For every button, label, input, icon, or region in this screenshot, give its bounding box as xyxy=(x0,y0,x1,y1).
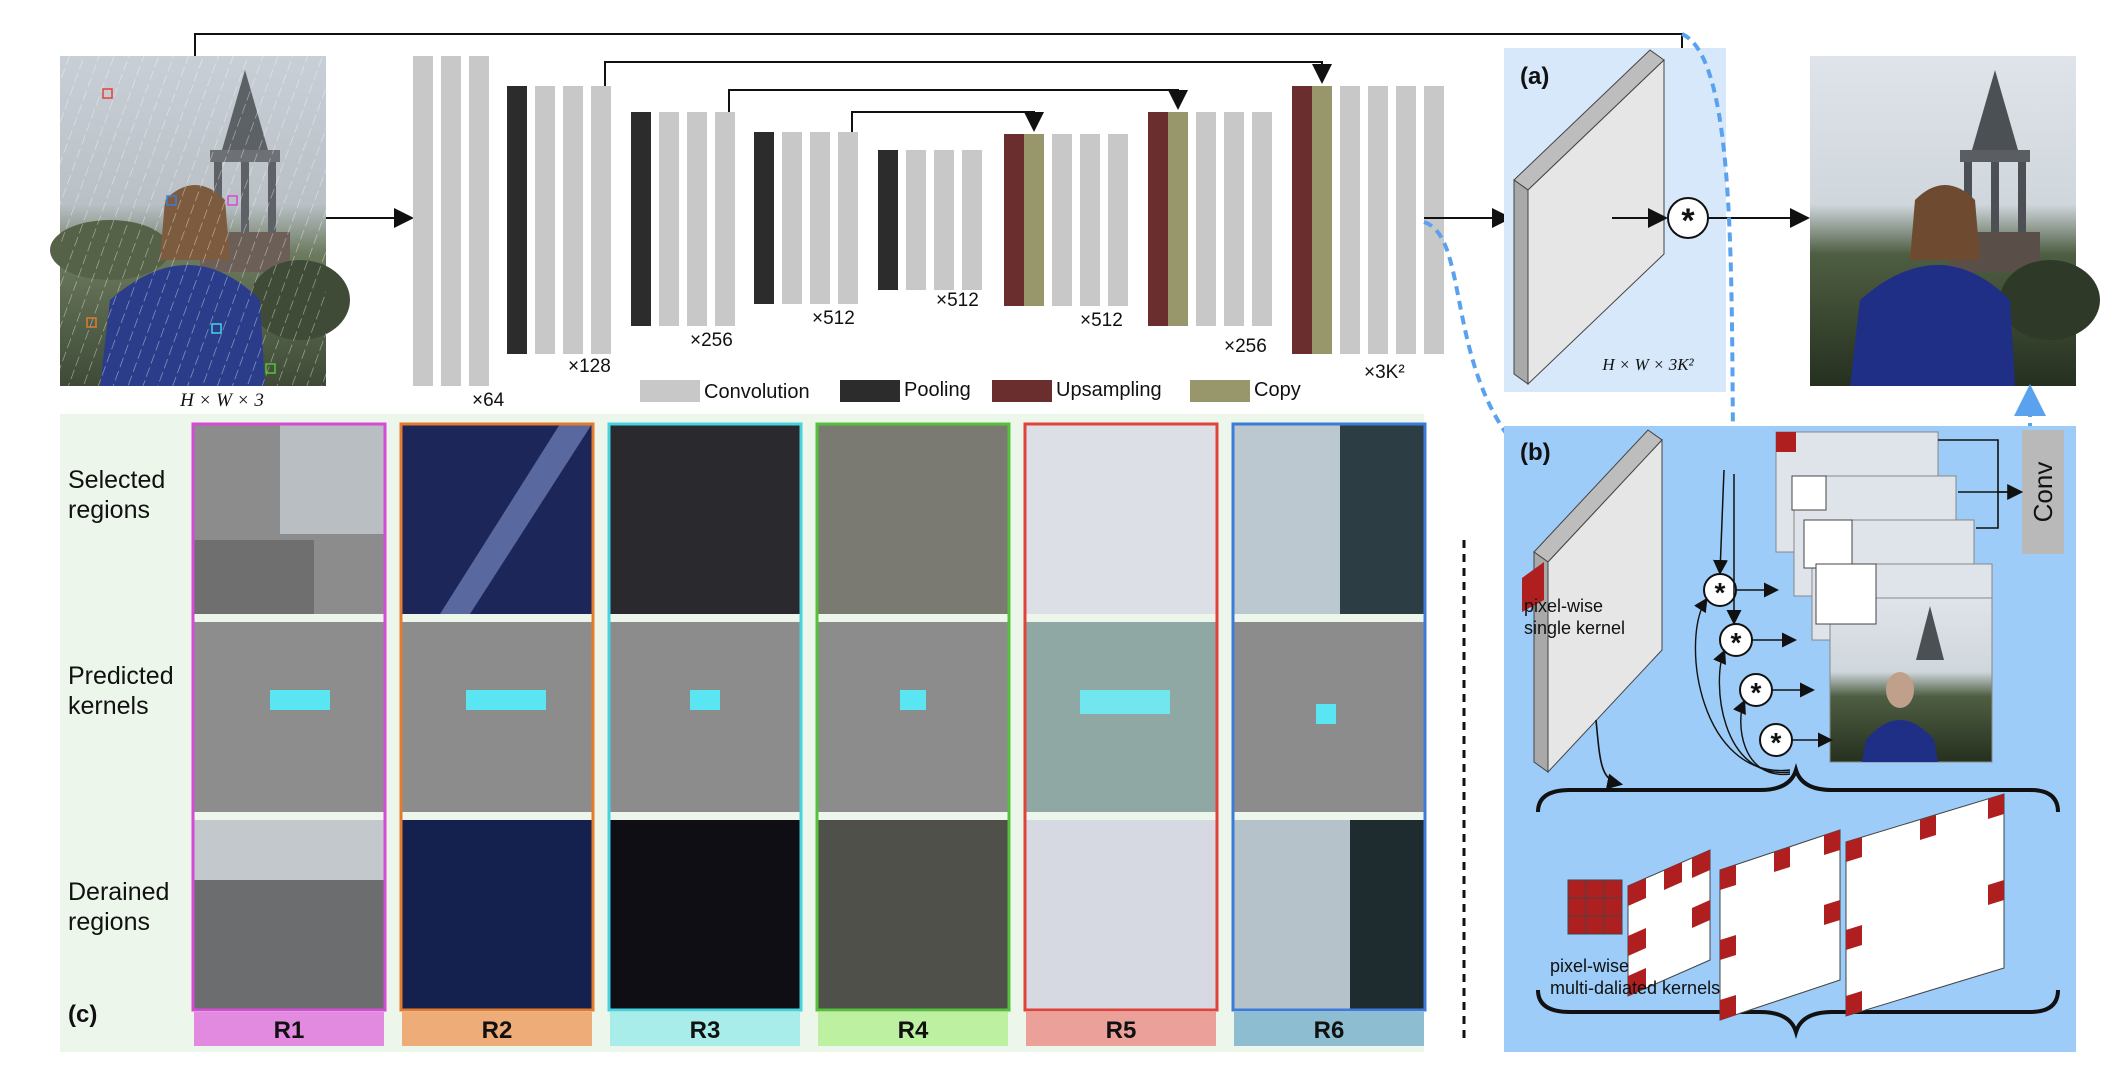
column-label-r5: R5 xyxy=(1106,1017,1137,1044)
row-label-kernels-2: kernels xyxy=(68,692,149,720)
panel-a-label: (a) xyxy=(1520,63,1549,90)
unet-architecture: ×64 ×128 ×256 ×512 ×512 ×512 ×256 ×3K² xyxy=(413,56,1444,411)
operator-b-1: * xyxy=(1715,577,1726,608)
column-r6: R6 xyxy=(1231,422,1427,1046)
column-label-r3: R3 xyxy=(690,1017,721,1044)
input-size-label: H × W × 3 xyxy=(179,390,264,411)
column-r2: R2 xyxy=(399,422,595,1046)
operator-b-2: * xyxy=(1731,627,1742,658)
conv-label: Conv xyxy=(2028,462,2058,523)
single-kernel-label-1: pixel-wise xyxy=(1524,596,1603,616)
kernel-map-size-label: H × W × 3K² xyxy=(1601,355,1694,374)
multi-kernel-label-2: multi-daliated kernels xyxy=(1550,978,1720,998)
column-r3: R3 xyxy=(607,422,803,1046)
multi-kernel-label-1: pixel-wise xyxy=(1550,956,1629,976)
channel-label-512-b: ×512 xyxy=(936,290,979,311)
operator-b-4: * xyxy=(1771,727,1782,758)
channel-label-256: ×256 xyxy=(690,330,733,351)
panel-b: (b) pixel-wise single kernel Conv xyxy=(1504,426,2076,1052)
row-label-derained-1: Derained xyxy=(68,878,169,906)
operator-b-3: * xyxy=(1751,677,1762,708)
channel-label-256-b: ×256 xyxy=(1224,336,1267,357)
column-r4: R4 xyxy=(815,422,1011,1046)
input-rainy-image xyxy=(50,56,350,386)
column-label-r1: R1 xyxy=(274,1017,305,1044)
row-label-derained-2: regions xyxy=(68,908,150,936)
panel-c: (c) Selected regions Predicted kernels D… xyxy=(60,414,1427,1052)
channel-label-64: ×64 xyxy=(472,390,505,411)
panel-a: (a) H × W × 3K² * xyxy=(1504,48,1726,392)
single-kernel-label-2: single kernel xyxy=(1524,618,1625,638)
operator-a: * xyxy=(1681,202,1695,240)
channel-label-512-c: ×512 xyxy=(1080,310,1123,331)
column-r5: R5 xyxy=(1023,422,1219,1046)
row-label-selected-1: Selected xyxy=(68,466,165,494)
legend-convolution: Convolution xyxy=(704,381,810,403)
panel-b-label: (b) xyxy=(1520,439,1551,466)
stacked-images xyxy=(1775,431,1993,763)
legend-copy: Copy xyxy=(1254,379,1301,401)
output-derained-image xyxy=(1810,56,2100,386)
legend-pooling: Pooling xyxy=(904,379,971,401)
multi-dilated-kernels xyxy=(1567,793,2005,1021)
panel-c-label: (c) xyxy=(68,1001,97,1028)
column-label-r4: R4 xyxy=(898,1017,929,1044)
row-label-selected-2: regions xyxy=(68,496,150,524)
channel-label-128: ×128 xyxy=(568,356,611,377)
legend: Convolution Pooling Upsampling Copy xyxy=(640,379,1301,403)
channel-label-3k2: ×3K² xyxy=(1364,362,1405,383)
column-label-r6: R6 xyxy=(1314,1017,1345,1044)
legend-upsampling: Upsampling xyxy=(1056,379,1162,401)
row-label-kernels-1: Predicted xyxy=(68,662,174,690)
column-r1: R1 xyxy=(191,422,387,1046)
channel-label-512-a: ×512 xyxy=(812,308,855,329)
column-label-r2: R2 xyxy=(482,1017,513,1044)
